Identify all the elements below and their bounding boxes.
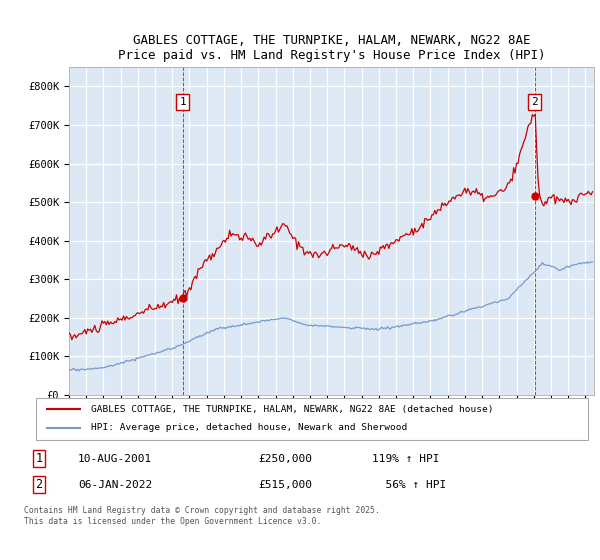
FancyBboxPatch shape bbox=[36, 398, 588, 440]
Text: GABLES COTTAGE, THE TURNPIKE, HALAM, NEWARK, NG22 8AE (detached house): GABLES COTTAGE, THE TURNPIKE, HALAM, NEW… bbox=[91, 405, 494, 414]
Text: 119% ↑ HPI: 119% ↑ HPI bbox=[372, 454, 439, 464]
Text: Contains HM Land Registry data © Crown copyright and database right 2025.
This d: Contains HM Land Registry data © Crown c… bbox=[24, 506, 380, 526]
Text: 1: 1 bbox=[179, 97, 186, 107]
Text: £250,000: £250,000 bbox=[258, 454, 312, 464]
Text: 2: 2 bbox=[531, 97, 538, 107]
Text: £515,000: £515,000 bbox=[258, 480, 312, 490]
Text: HPI: Average price, detached house, Newark and Sherwood: HPI: Average price, detached house, Newa… bbox=[91, 423, 407, 432]
Title: GABLES COTTAGE, THE TURNPIKE, HALAM, NEWARK, NG22 8AE
Price paid vs. HM Land Reg: GABLES COTTAGE, THE TURNPIKE, HALAM, NEW… bbox=[118, 34, 545, 62]
Text: 10-AUG-2001: 10-AUG-2001 bbox=[78, 454, 152, 464]
Text: 06-JAN-2022: 06-JAN-2022 bbox=[78, 480, 152, 490]
Text: 56% ↑ HPI: 56% ↑ HPI bbox=[372, 480, 446, 490]
Text: 2: 2 bbox=[35, 478, 43, 491]
Text: 1: 1 bbox=[35, 452, 43, 465]
